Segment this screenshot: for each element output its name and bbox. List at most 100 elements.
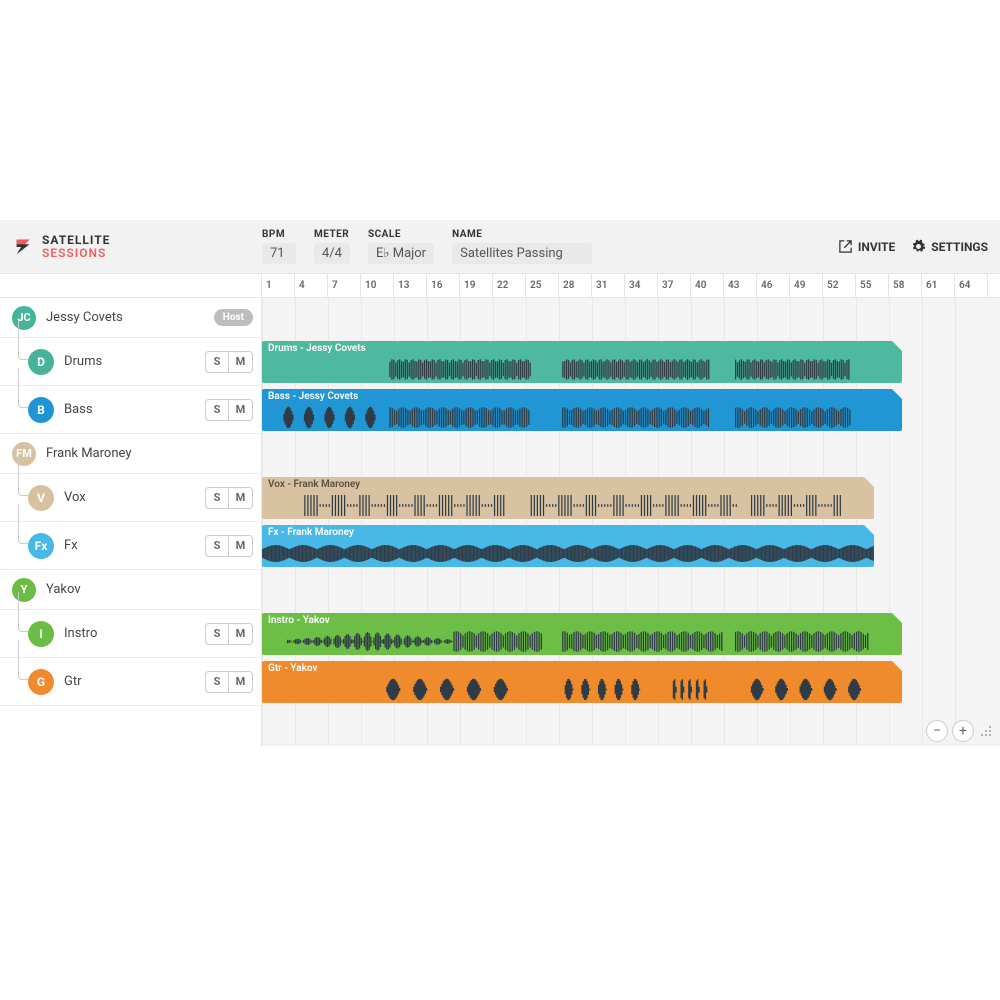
clip-label: Instro - Yakov xyxy=(262,613,902,628)
track-row-vox[interactable]: V VoxSM xyxy=(0,474,261,522)
lane-vox[interactable]: Vox - Frank Maroney xyxy=(262,474,1000,522)
track-row-bass[interactable]: BBassSM xyxy=(0,386,261,434)
name-value[interactable]: Satellites Passing xyxy=(452,243,592,264)
solo-button[interactable]: S xyxy=(205,351,229,373)
waveform xyxy=(262,540,874,567)
lane-gtr[interactable]: Gtr - Yakov xyxy=(262,658,1000,706)
track-name-label: Vox xyxy=(64,490,205,505)
settings-label: SETTINGS xyxy=(931,240,988,254)
resize-grip-icon[interactable] xyxy=(980,725,992,737)
track-avatar: D xyxy=(28,349,54,375)
gear-icon xyxy=(911,239,926,254)
ruler-tick[interactable]: 61 xyxy=(922,274,955,297)
track-row-fx[interactable]: FxFxSM xyxy=(0,522,261,570)
ruler-tick[interactable]: 55 xyxy=(856,274,889,297)
ruler-tick[interactable]: 43 xyxy=(724,274,757,297)
clip-fx[interactable]: Fx - Frank Maroney xyxy=(262,525,874,567)
ruler-tick[interactable]: 28 xyxy=(559,274,592,297)
user-row-y[interactable]: YYakov xyxy=(0,570,261,610)
ruler-tick[interactable]: 34 xyxy=(625,274,658,297)
ruler-tick[interactable]: 46 xyxy=(757,274,790,297)
timeline[interactable]: 1471013161922252831343740434649525558616… xyxy=(262,274,1000,746)
lane-bass[interactable]: Bass - Jessy Covets xyxy=(262,386,1000,434)
invite-icon xyxy=(838,239,853,254)
user-row-fm[interactable]: FMFrank Maroney xyxy=(0,434,261,474)
clip-gtr[interactable]: Gtr - Yakov xyxy=(262,661,902,703)
ruler-tick[interactable]: 49 xyxy=(790,274,823,297)
meter-field: METER 4/4 xyxy=(314,229,350,264)
ruler-tick[interactable]: 25 xyxy=(526,274,559,297)
user-name-label: Yakov xyxy=(46,582,253,597)
mute-button[interactable]: M xyxy=(229,351,253,373)
waveform xyxy=(262,492,874,519)
mute-button[interactable]: M xyxy=(229,671,253,693)
logo-text-top: SATELLITE xyxy=(42,234,110,247)
session-name-field: NAME Satellites Passing xyxy=(452,229,592,264)
bpm-label: BPM xyxy=(262,229,296,240)
meter-value[interactable]: 4/4 xyxy=(314,243,350,264)
host-badge: Host xyxy=(214,309,253,326)
waveform xyxy=(262,676,902,703)
ruler-tick[interactable]: 52 xyxy=(823,274,856,297)
bpm-field: BPM 71 xyxy=(262,229,296,264)
bpm-value[interactable]: 71 xyxy=(262,243,296,264)
clip-label: Bass - Jessy Covets xyxy=(262,389,902,404)
clip-vox[interactable]: Vox - Frank Maroney xyxy=(262,477,874,519)
zoom-in-button[interactable]: + xyxy=(952,720,974,742)
scale-field: SCALE E♭ Major xyxy=(368,229,434,264)
main-area: JCJessy CovetsHostDDrumsSMBBassSMFMFrank… xyxy=(0,274,1000,746)
track-name-label: Drums xyxy=(64,354,205,369)
clip-label: Fx - Frank Maroney xyxy=(262,525,874,540)
solo-button[interactable]: S xyxy=(205,671,229,693)
timeline-ruler[interactable]: 1471013161922252831343740434649525558616… xyxy=(262,274,1000,298)
logo-text-bottom: SESSIONS xyxy=(42,247,110,260)
ruler-tick[interactable]: 1 xyxy=(262,274,295,297)
lane-instro[interactable]: Instro - Yakov xyxy=(262,610,1000,658)
solo-button[interactable]: S xyxy=(205,623,229,645)
ruler-tick[interactable]: 13 xyxy=(394,274,427,297)
track-row-instro[interactable]: IInstroSM xyxy=(0,610,261,658)
zoom-controls: − + xyxy=(926,720,992,742)
zoom-out-button[interactable]: − xyxy=(926,720,948,742)
lane-drums[interactable]: Drums - Jessy Covets xyxy=(262,338,1000,386)
ruler-tick[interactable]: 4 xyxy=(295,274,328,297)
lane-fx[interactable]: Fx - Frank Maroney xyxy=(262,522,1000,570)
clip-label: Gtr - Yakov xyxy=(262,661,902,676)
ruler-tick[interactable]: 31 xyxy=(592,274,625,297)
clip-drums[interactable]: Drums - Jessy Covets xyxy=(262,341,902,383)
track-row-drums[interactable]: D DrumsSM xyxy=(0,338,261,386)
solo-button[interactable]: S xyxy=(205,399,229,421)
track-name-label: Instro xyxy=(64,626,205,641)
clip-label: Drums - Jessy Covets xyxy=(262,341,902,356)
track-avatar: V xyxy=(28,485,54,511)
ruler-tick[interactable]: 7 xyxy=(328,274,361,297)
mute-button[interactable]: M xyxy=(229,623,253,645)
settings-button[interactable]: SETTINGS xyxy=(911,239,988,254)
ruler-tick[interactable]: 37 xyxy=(658,274,691,297)
user-row-jc[interactable]: JCJessy CovetsHost xyxy=(0,298,261,338)
track-row-gtr[interactable]: GGtrSM xyxy=(0,658,261,706)
solo-button[interactable]: S xyxy=(205,487,229,509)
ruler-tick[interactable]: 40 xyxy=(691,274,724,297)
mute-button[interactable]: M xyxy=(229,535,253,557)
track-avatar: Fx xyxy=(28,533,54,559)
scale-value[interactable]: E♭ Major xyxy=(368,243,434,264)
clip-bass[interactable]: Bass - Jessy Covets xyxy=(262,389,902,431)
ruler-tick[interactable]: 64 xyxy=(955,274,988,297)
track-name-label: Gtr xyxy=(64,674,205,689)
ruler-tick[interactable]: 22 xyxy=(493,274,526,297)
solo-button[interactable]: S xyxy=(205,535,229,557)
invite-button[interactable]: INVITE xyxy=(838,239,895,254)
clip-instro[interactable]: Instro - Yakov xyxy=(262,613,902,655)
clip-label: Vox - Frank Maroney xyxy=(262,477,874,492)
mute-button[interactable]: M xyxy=(229,487,253,509)
ruler-tick[interactable]: 10 xyxy=(361,274,394,297)
user-name-label: Jessy Covets xyxy=(46,310,208,325)
ruler-tick[interactable]: 19 xyxy=(460,274,493,297)
track-sidebar: JCJessy CovetsHostDDrumsSMBBassSMFMFrank… xyxy=(0,274,262,746)
meter-label: METER xyxy=(314,229,350,240)
name-label: NAME xyxy=(452,229,592,240)
mute-button[interactable]: M xyxy=(229,399,253,421)
ruler-tick[interactable]: 16 xyxy=(427,274,460,297)
ruler-tick[interactable]: 58 xyxy=(889,274,922,297)
